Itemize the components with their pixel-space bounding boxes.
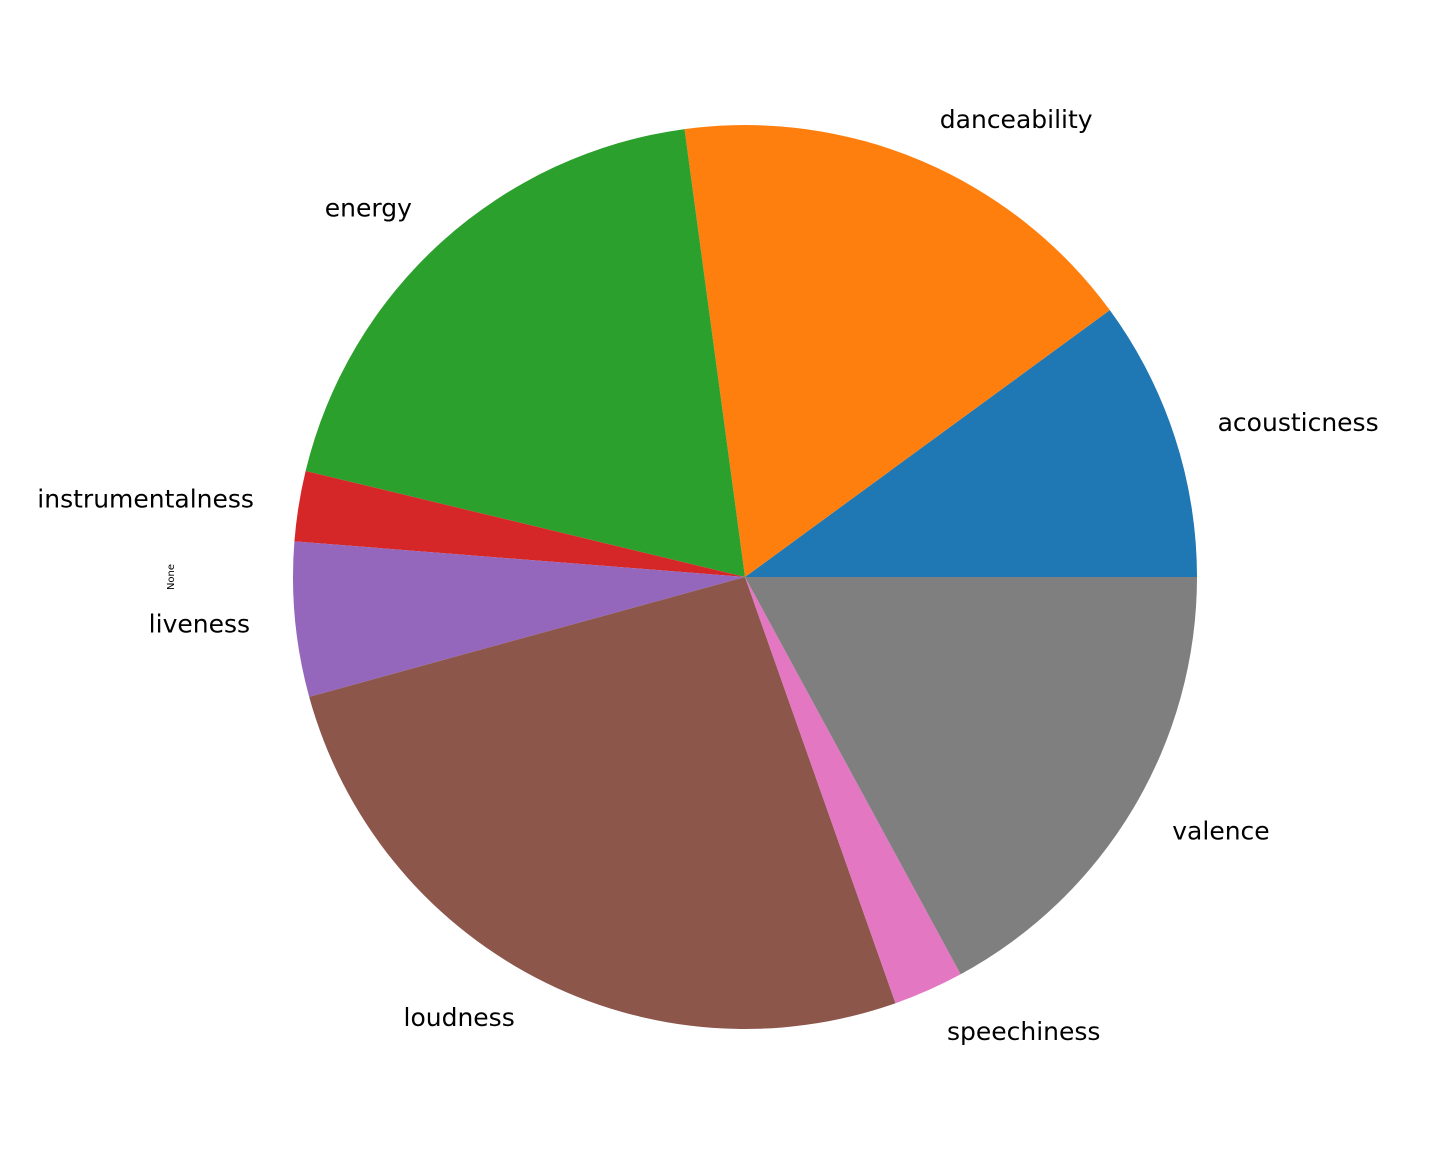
pie-label-acousticness: acousticness (1218, 408, 1379, 437)
pie-slice-loudness (309, 577, 896, 1029)
pie-slice-energy (305, 129, 745, 577)
pie-slices (293, 125, 1197, 1029)
pie-slice-speechiness (745, 577, 961, 1004)
pie-slice-instrumentalness (294, 470, 745, 577)
pie-label-energy: energy (325, 193, 412, 222)
pie-label-instrumentalness: instrumentalness (37, 484, 254, 513)
pie-slice-valence (745, 577, 1197, 975)
pie-label-loudness: loudness (404, 1003, 515, 1032)
pie-slice-acousticness (745, 310, 1197, 577)
pie-labels: acousticness danceability energy instrument… (37, 105, 1378, 1046)
pie-slice-danceability (684, 125, 1110, 577)
pie-label-liveness: liveness (149, 610, 250, 639)
pie-label-speechiness: speechiness (947, 1017, 1100, 1046)
pie-slice-liveness (293, 541, 745, 697)
pie-label-danceability: danceability (940, 105, 1093, 134)
pie-label-valence: valence (1172, 817, 1269, 846)
y-axis-label: None (166, 564, 177, 590)
